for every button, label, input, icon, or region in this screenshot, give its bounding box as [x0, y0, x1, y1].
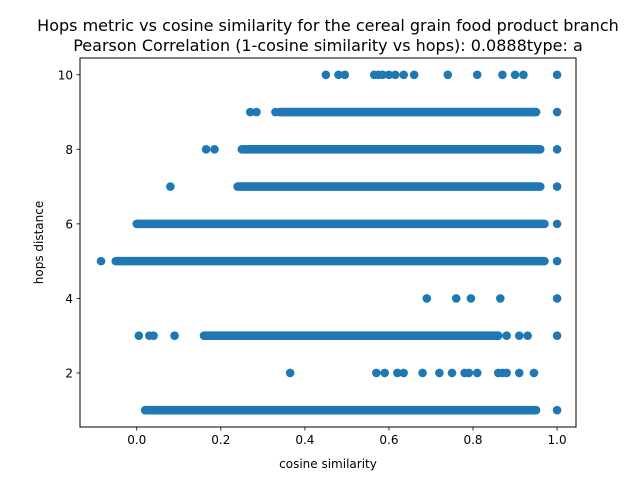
- scatter-point: [409, 70, 419, 80]
- scatter-point: [519, 70, 528, 80]
- scatter-point: [447, 368, 457, 378]
- scatter-point: [134, 331, 144, 340]
- scatter-point: [496, 294, 505, 303]
- chart-title-line1: Hops metric vs cosine similarity for the…: [37, 16, 619, 35]
- scatter-point: [271, 107, 280, 117]
- scatter-point: [399, 368, 408, 378]
- scatter-point: [523, 331, 532, 340]
- scatter-point: [498, 70, 507, 80]
- dense-point-bands: [111, 107, 549, 415]
- y-tick-label: 4: [65, 292, 73, 306]
- scatter-point: [529, 368, 539, 378]
- x-axis-ticks: 0.0 0.2 0.4 0.6 0.8 1.0: [127, 427, 567, 447]
- scatter-point: [422, 294, 432, 303]
- x-tick-label: 0.0: [127, 433, 146, 447]
- scatter-point: [552, 182, 562, 191]
- scatter-point: [552, 145, 562, 154]
- scatter-point: [472, 368, 482, 378]
- scatter-point: [384, 70, 394, 80]
- x-tick-label: 0.4: [295, 433, 314, 447]
- plot-frame: [79, 57, 577, 428]
- x-tick-label: 0.8: [463, 433, 482, 447]
- x-axis-label: cosine similarity: [279, 457, 377, 471]
- scatter-point: [466, 294, 476, 303]
- scatter-point: [210, 145, 219, 154]
- chart-title-line2: Pearson Correlation (1-cosine similarity…: [73, 36, 583, 55]
- scatter-point: [443, 70, 453, 80]
- scatter-point: [552, 107, 562, 117]
- y-tick-label: 6: [65, 217, 73, 231]
- scatter-point: [340, 70, 350, 80]
- scatter-point: [149, 331, 158, 340]
- x-tick-label: 1.0: [548, 433, 567, 447]
- scatter-point: [514, 331, 524, 340]
- scatter-point: [472, 70, 482, 80]
- scatter-point: [464, 368, 474, 378]
- y-tick-label: 8: [65, 143, 73, 157]
- scatter-point: [552, 70, 562, 80]
- y-tick-label: 2: [65, 366, 73, 380]
- scatter-point: [514, 368, 524, 378]
- y-axis-ticks: 2 4 6 8 10: [58, 68, 80, 380]
- scatter-point: [435, 368, 444, 378]
- y-tick-label: 10: [58, 68, 73, 82]
- scatter-point: [552, 294, 562, 303]
- scatter-point: [201, 145, 211, 154]
- scatter-point: [451, 294, 461, 303]
- scatter-point: [418, 368, 427, 378]
- scatter-point: [252, 107, 261, 117]
- scatter-point: [166, 182, 175, 191]
- x-tick-label: 0.2: [211, 433, 230, 447]
- scatter-point: [502, 368, 511, 378]
- scatter-points: [96, 70, 562, 415]
- scatter-point: [399, 70, 408, 80]
- scatter-point: [502, 331, 511, 340]
- y-axis-label: hops distance: [32, 201, 46, 284]
- scatter-point: [552, 331, 562, 340]
- scatter-point: [170, 331, 179, 340]
- scatter-point: [552, 256, 562, 266]
- x-tick-label: 0.6: [379, 433, 398, 447]
- scatter-point: [245, 107, 255, 117]
- scatter-point: [321, 70, 331, 80]
- scatter-point: [372, 368, 381, 378]
- scatter-point: [378, 70, 387, 80]
- scatter-point: [285, 368, 295, 378]
- scatter-point: [380, 368, 390, 378]
- scatter-point: [96, 256, 106, 266]
- scatter-point: [334, 70, 343, 80]
- scatter-point: [552, 405, 562, 415]
- scatter-point: [510, 70, 520, 80]
- scatter-point: [390, 70, 400, 80]
- scatter-point: [393, 368, 402, 378]
- scatter-point: [552, 219, 562, 229]
